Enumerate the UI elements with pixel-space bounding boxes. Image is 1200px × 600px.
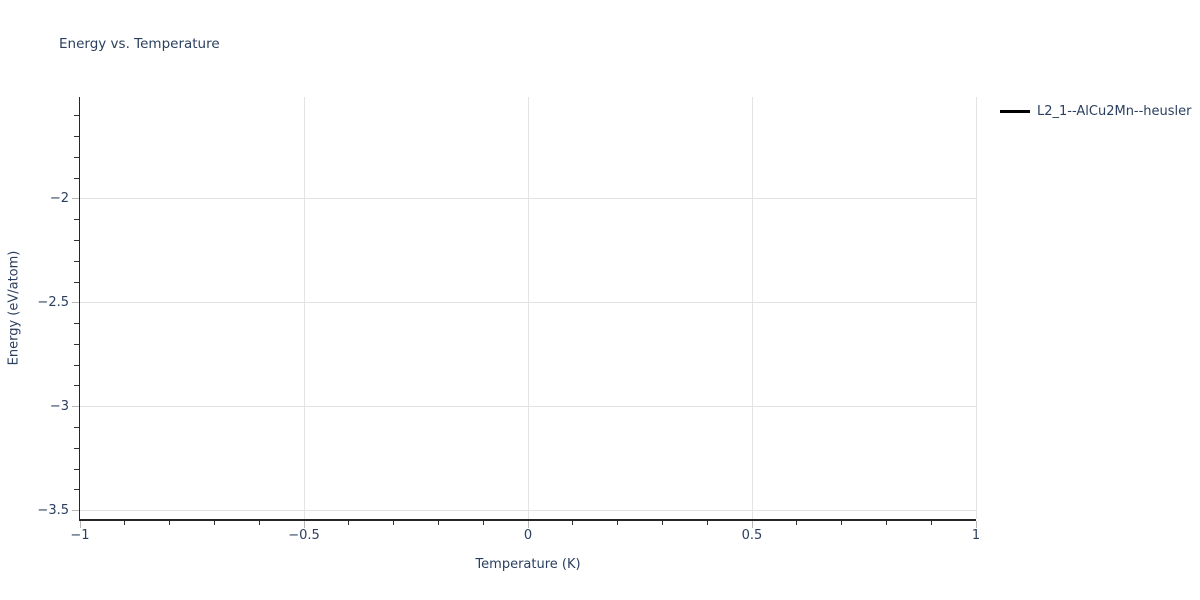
y-gridline: [80, 302, 976, 304]
y-minor-tick: [74, 177, 79, 179]
x-minor-tick: [348, 520, 350, 525]
x-minor-tick: [437, 520, 439, 525]
x-gridline: [527, 97, 529, 519]
x-minor-tick: [169, 520, 171, 525]
chart-title: Energy vs. Temperature: [59, 36, 220, 52]
y-minor-tick: [74, 219, 79, 221]
x-minor-tick: [213, 520, 215, 525]
x-minor-tick: [393, 520, 395, 525]
x-minor-tick: [706, 520, 708, 525]
x-gridline: [975, 97, 977, 519]
x-major-tick: [975, 520, 977, 528]
y-major-tick: [71, 302, 79, 304]
x-minor-tick: [796, 520, 798, 525]
y-minor-tick: [74, 239, 79, 241]
y-tick-label: −2: [49, 190, 69, 206]
y-major-tick: [71, 406, 79, 408]
y-axis-title: Energy (eV/atom): [6, 250, 22, 366]
y-major-tick: [71, 198, 79, 200]
legend: L2_1--AlCu2Mn--heusler: [1000, 104, 1192, 119]
y-major-tick: [71, 510, 79, 512]
y-minor-tick: [74, 135, 79, 137]
y-minor-tick: [74, 260, 79, 262]
y-minor-tick: [74, 489, 79, 491]
y-minor-tick: [74, 385, 79, 387]
x-gridline: [303, 97, 305, 519]
y-minor-tick: [74, 156, 79, 158]
x-minor-tick: [258, 520, 260, 525]
y-gridline: [80, 406, 976, 408]
x-major-tick: [527, 520, 529, 528]
y-minor-tick: [74, 427, 79, 429]
x-minor-tick: [930, 520, 932, 525]
legend-label: L2_1--AlCu2Mn--heusler: [1037, 104, 1192, 119]
y-minor-tick: [74, 343, 79, 345]
x-axis-title: Temperature (K): [475, 557, 581, 572]
y-tick-label: −3.5: [37, 502, 69, 518]
x-minor-tick: [841, 520, 843, 525]
y-tick-label: −3: [49, 398, 69, 414]
x-minor-tick: [661, 520, 663, 525]
y-minor-tick: [74, 447, 79, 449]
y-minor-tick: [74, 281, 79, 283]
x-gridline: [751, 97, 753, 519]
x-axis-line: [78, 519, 976, 521]
x-tick-label: 0.5: [741, 528, 763, 543]
x-tick-label: −1: [70, 528, 90, 543]
y-gridline: [80, 510, 976, 512]
y-minor-tick: [74, 115, 79, 117]
x-tick-label: 1: [971, 528, 981, 543]
y-tick-label: −2.5: [37, 294, 69, 310]
legend-line-swatch: [1000, 110, 1030, 113]
x-major-tick: [751, 520, 753, 528]
x-tick-label: −0.5: [288, 528, 320, 543]
x-minor-tick: [482, 520, 484, 525]
x-minor-tick: [617, 520, 619, 525]
x-minor-tick: [124, 520, 126, 525]
y-minor-tick: [74, 468, 79, 470]
legend-item[interactable]: L2_1--AlCu2Mn--heusler: [1000, 104, 1192, 119]
x-tick-label: 0: [523, 528, 533, 543]
x-major-tick: [303, 520, 305, 528]
y-minor-tick: [74, 323, 79, 325]
y-axis-line: [78, 97, 80, 521]
y-minor-tick: [74, 364, 79, 366]
x-major-tick: [79, 520, 81, 528]
y-gridline: [80, 198, 976, 200]
x-minor-tick: [572, 520, 574, 525]
x-minor-tick: [885, 520, 887, 525]
